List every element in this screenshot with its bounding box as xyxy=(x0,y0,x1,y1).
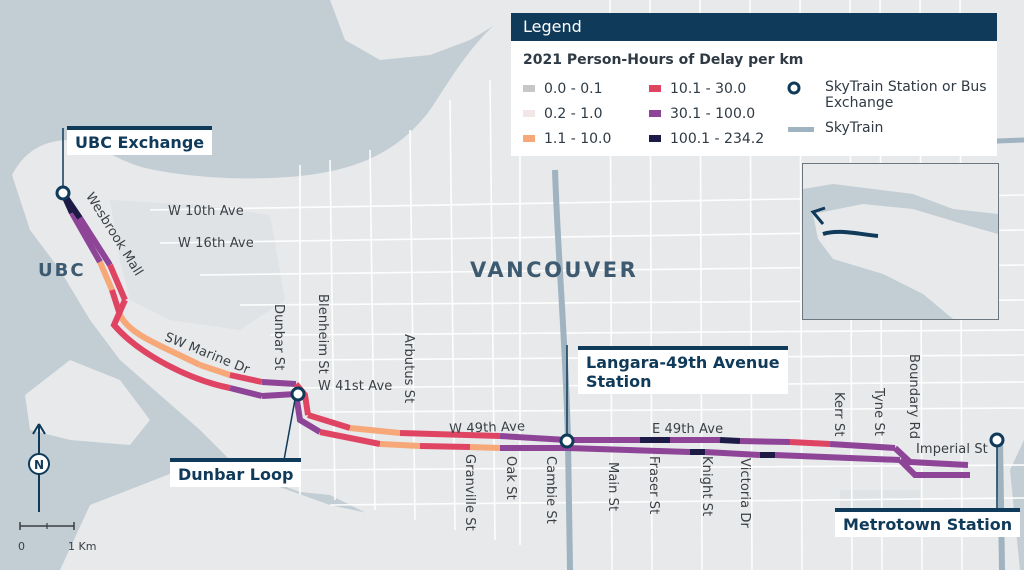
skytrain-expo-line xyxy=(997,439,1005,570)
legend-swatch xyxy=(523,134,535,142)
station-dunbar-loop xyxy=(290,386,306,402)
street-oak: Oak St xyxy=(503,456,518,500)
legend-item: 0.2 - 1.0 xyxy=(523,106,602,123)
street-tyne: Tyne St xyxy=(871,388,886,437)
station-langara xyxy=(559,433,575,449)
street-main: Main St xyxy=(605,462,620,512)
street-dunbar: Dunbar St xyxy=(271,304,286,371)
legend-swatch xyxy=(649,134,661,142)
inset-map xyxy=(802,163,999,320)
street-kerr: Kerr St xyxy=(831,392,846,437)
route-segments-lower xyxy=(60,191,970,478)
street-w16: W 16th Ave xyxy=(178,236,254,251)
callout-langara-line1: Langara-49th Avenue xyxy=(586,353,780,372)
callout-dunbar-loop: Dunbar Loop xyxy=(170,458,302,487)
legend-swatch xyxy=(649,84,661,92)
legend-subtitle: 2021 Person-Hours of Delay per km xyxy=(523,52,804,68)
station-marker-icon xyxy=(787,81,801,95)
street-boundary: Boundary Rd xyxy=(906,354,921,440)
vancouver-label: VANCOUVER xyxy=(470,258,639,282)
station-ubc-exchange xyxy=(55,185,71,201)
street-fraser: Fraser St xyxy=(646,456,661,515)
street-imperial: Imperial St xyxy=(916,442,988,457)
legend-item: 100.1 - 234.2 xyxy=(649,131,764,148)
ubc-label: UBC xyxy=(38,260,86,281)
land-north-shore xyxy=(330,0,520,60)
callout-metrotown: Metrotown Station xyxy=(835,508,1021,537)
street-w49: W 49th Ave xyxy=(449,419,526,437)
legend-skytrain-label: SkyTrain xyxy=(825,120,884,136)
scale-bar: 0 1 Km xyxy=(18,522,96,553)
station-metrotown xyxy=(989,432,1005,448)
street-cambie: Cambie St xyxy=(543,456,558,524)
street-knight: Knight St xyxy=(699,456,714,517)
legend-title: Legend xyxy=(511,13,997,41)
park-pacific-spirit xyxy=(110,200,285,330)
callout-langara-line2: Station xyxy=(586,372,652,391)
stations xyxy=(55,185,1005,449)
legend: Legend 2021 Person-Hours of Delay per km… xyxy=(511,13,997,156)
scale-one: 1 Km xyxy=(68,540,96,553)
north-label: N xyxy=(34,458,44,472)
north-arrow-icon: N xyxy=(28,423,50,512)
legend-item: 30.1 - 100.0 xyxy=(649,106,755,123)
street-blenheim: Blenheim St xyxy=(315,294,330,374)
land-sea-island xyxy=(25,360,150,445)
legend-swatch xyxy=(523,109,535,117)
legend-item: 0.0 - 0.1 xyxy=(523,81,602,98)
legend-swatch xyxy=(649,109,661,117)
callout-leaders xyxy=(62,128,998,510)
legend-item: 10.1 - 30.0 xyxy=(649,81,746,98)
street-w41: W 41st Ave xyxy=(318,379,393,394)
street-granville: Granville St xyxy=(462,454,477,531)
street-w10: W 10th Ave xyxy=(168,204,244,219)
callout-ubc-exchange: UBC Exchange xyxy=(67,126,213,155)
street-e49: E 49th Ave xyxy=(652,422,724,437)
inset-map-drawing xyxy=(803,164,998,319)
land-richmond xyxy=(60,470,440,570)
legend-station-label: SkyTrain Station or Bus Exchange xyxy=(825,79,987,111)
street-victoria: Victoria Dr xyxy=(737,458,752,528)
callout-langara: Langara-49th Avenue Station xyxy=(578,346,788,394)
scale-zero: 0 xyxy=(18,540,25,553)
street-arbutus: Arbutus St xyxy=(401,334,416,404)
legend-swatch xyxy=(523,84,535,92)
legend-item: 1.1 - 10.0 xyxy=(523,131,611,148)
skytrain-line-icon xyxy=(788,127,814,132)
